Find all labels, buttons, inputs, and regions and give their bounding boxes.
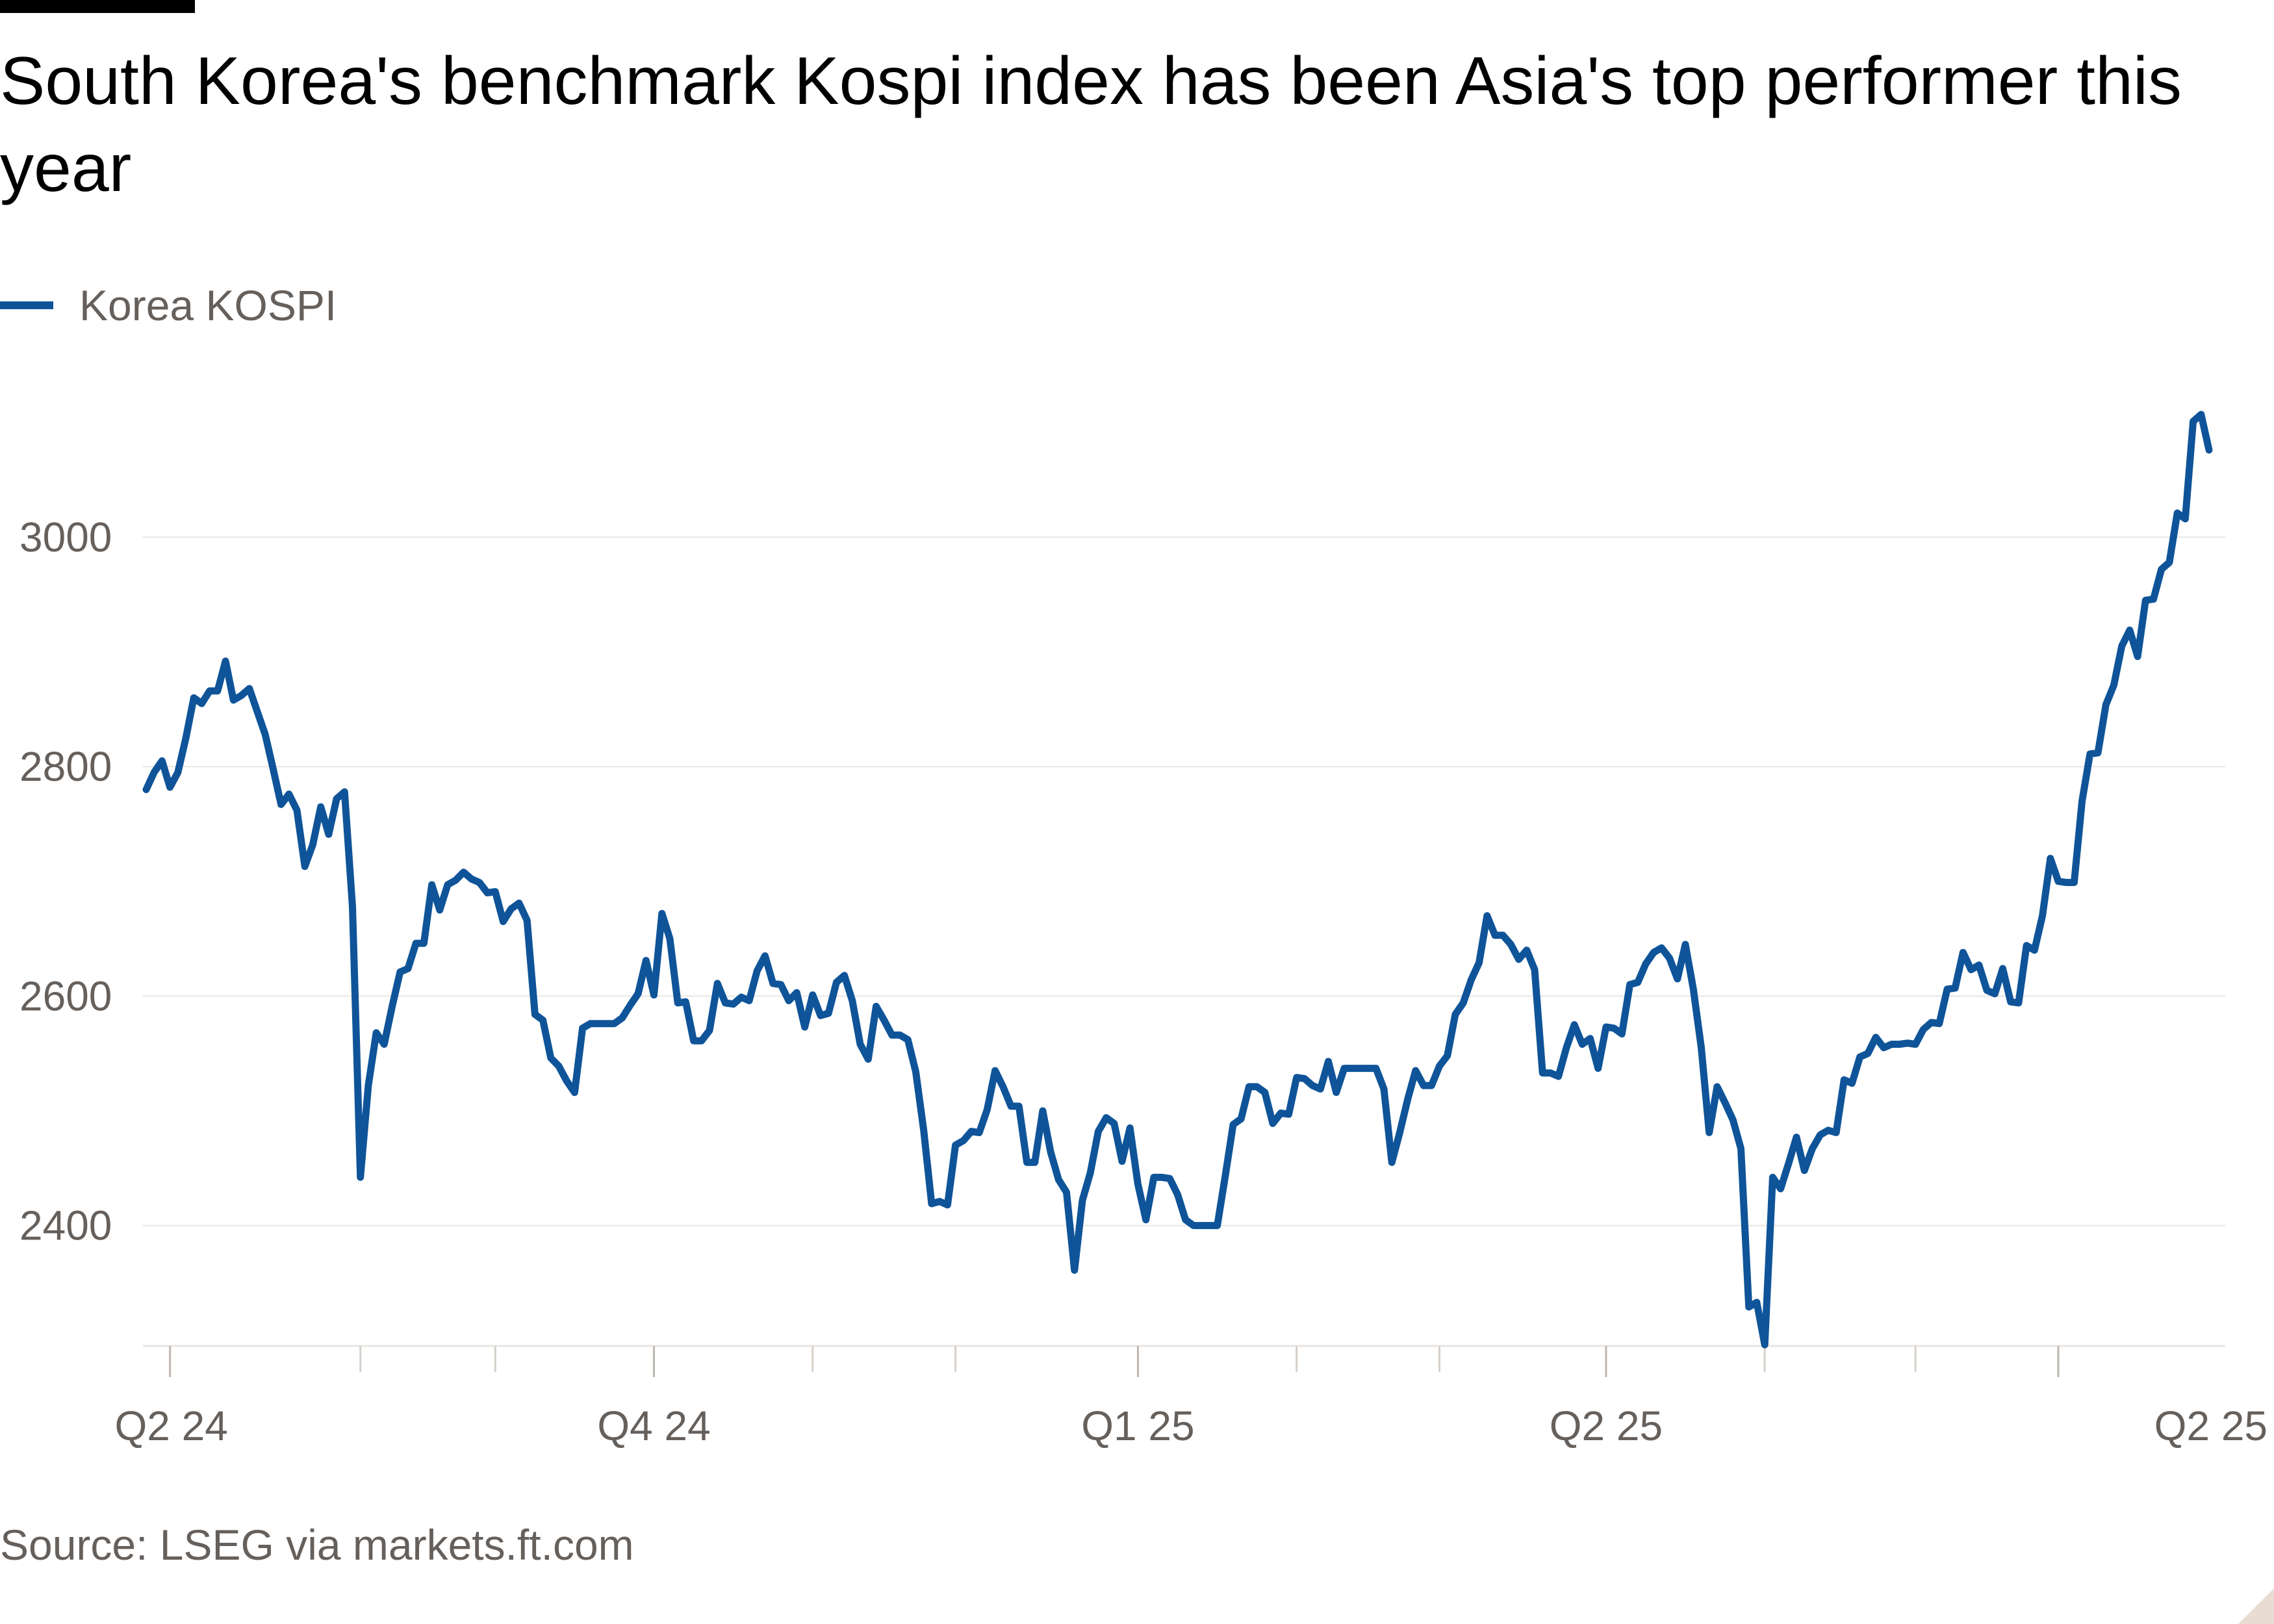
series-line-korea-kospi: [142, 411, 2213, 1349]
chart-title: South Korea's benchmark Kospi index has …: [0, 44, 2182, 206]
x-tick-label-1: Q4 24: [597, 1402, 710, 1449]
y-tick-label-2800: 2800: [19, 743, 112, 790]
x-tick-label-0: Q2 24: [114, 1402, 227, 1449]
source-note: Source: LSEG via markets.ft.com: [0, 1521, 634, 1569]
legend: Korea KOSPI: [0, 279, 337, 331]
gridlines: [143, 536, 2225, 1226]
x-tick-label-2: Q1 25: [1081, 1402, 1194, 1449]
y-tick-label-2400: 2400: [19, 1202, 112, 1249]
y-tick-label-2600: 2600: [19, 972, 112, 1019]
x-tick-label-3: Q2 25: [1550, 1402, 1663, 1449]
x-axis: Q2 24 Q4 24 Q1 25 Q2 25 Q2 25: [114, 1345, 2268, 1449]
legend-swatch: [0, 301, 53, 309]
series-layer: [142, 411, 2213, 1349]
legend-label: Korea KOSPI: [79, 281, 337, 329]
brand-bar: [0, 0, 195, 13]
corner-fold: [2238, 1588, 2274, 1624]
y-axis-labels: 2400 2600 2800 3000: [19, 514, 112, 1249]
y-tick-label-3000: 3000: [19, 514, 112, 561]
x-tick-label-4: Q2 25: [2154, 1402, 2268, 1449]
